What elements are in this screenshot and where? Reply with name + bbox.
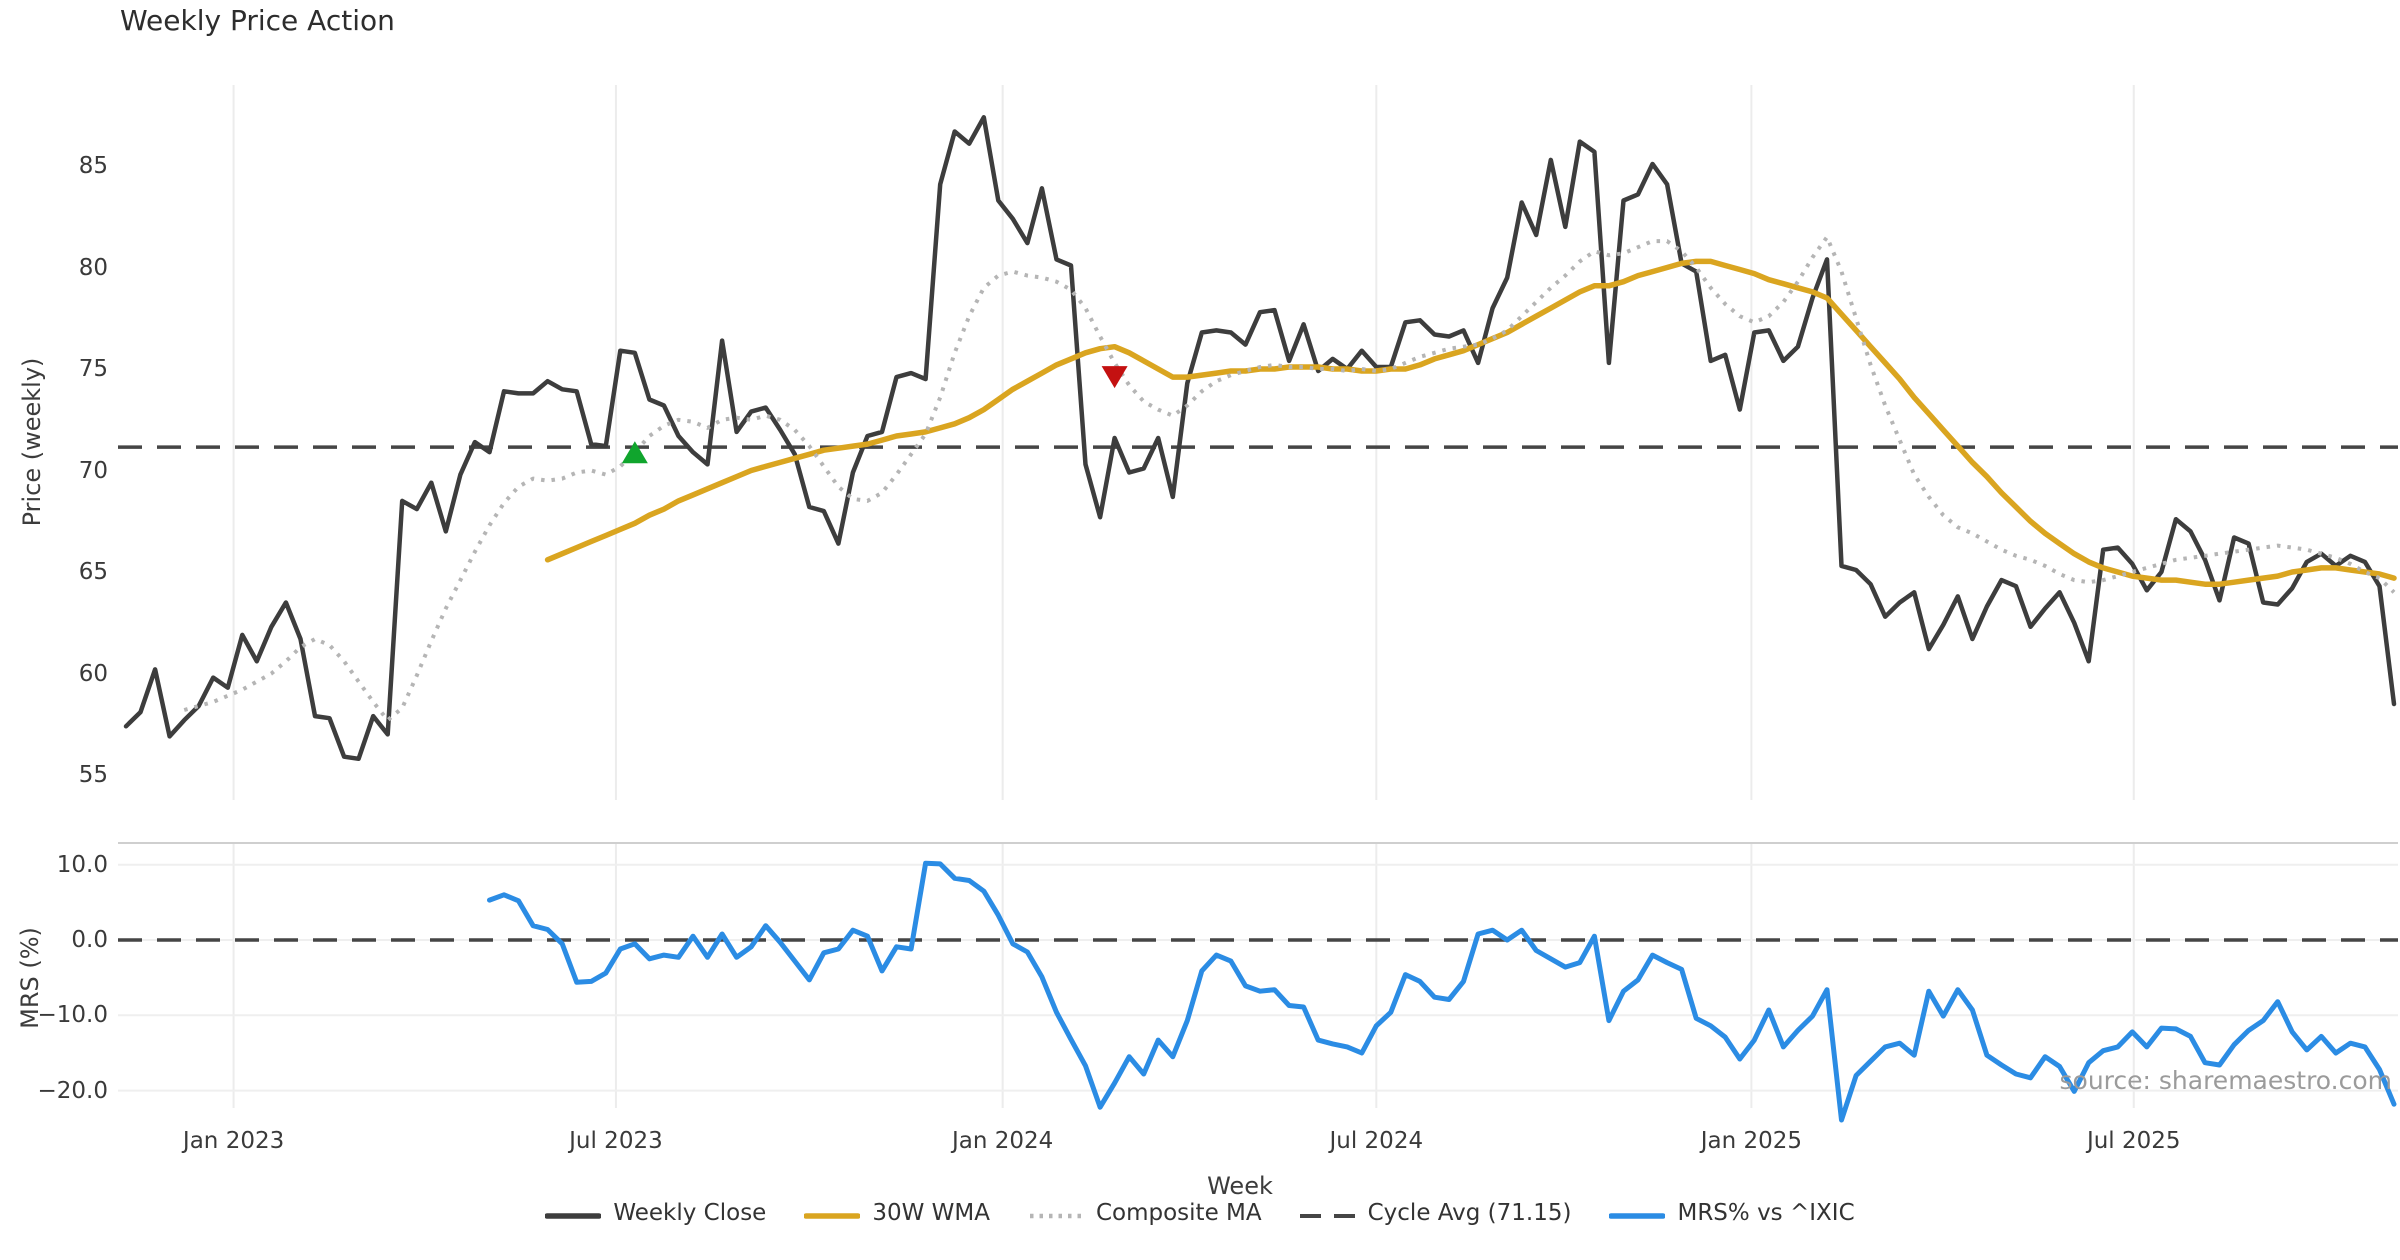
source-watermark: source: sharemaestro.com xyxy=(2059,1066,2393,1095)
legend-swatch-cycle-avg xyxy=(1299,1200,1356,1226)
x-tick-label: Jul 2025 xyxy=(2086,1128,2181,1154)
series-line-mrs-vs-ixic xyxy=(487,860,2397,1123)
mrs-y-tick-label: −10.0 xyxy=(37,1002,108,1029)
x-tick-label: Jul 2024 xyxy=(1329,1128,1424,1154)
legend-label: Cycle Avg (71.15) xyxy=(1367,1200,1572,1226)
legend: Weekly Close 30W WMA Composite MA Cycle … xyxy=(0,1200,2400,1226)
series-line-weekly-close xyxy=(123,115,2397,762)
legend-label: Composite MA xyxy=(1095,1200,1262,1226)
price-y-tick-label: 70 xyxy=(78,457,108,484)
x-tick-label: Jan 2024 xyxy=(952,1128,1054,1154)
price-y-tick-label: 80 xyxy=(78,254,108,281)
price-axis-label: Price (weekly) xyxy=(18,357,46,527)
price-y-tick-label: 75 xyxy=(78,356,108,382)
legend-item-mrs: MRS% vs ^IXIC xyxy=(1608,1200,1855,1226)
series-line-composite-ma xyxy=(183,235,2396,723)
price-y-tick-label: 60 xyxy=(78,660,108,687)
legend-swatch-30w-wma xyxy=(803,1200,862,1226)
legend-swatch-weekly-close xyxy=(544,1200,603,1226)
legend-swatch-mrs xyxy=(1608,1200,1667,1226)
price-y-tick-label: 65 xyxy=(78,559,108,585)
price-y-tick-label: 55 xyxy=(78,762,108,788)
legend-label: MRS% vs ^IXIC xyxy=(1677,1200,1855,1226)
legend-swatch-composite-ma xyxy=(1028,1200,1084,1226)
x-tick-label: Jul 2023 xyxy=(569,1128,663,1154)
mrs-y-tick-label: 10.0 xyxy=(56,851,108,878)
mrs-y-tick-label: −20.0 xyxy=(37,1077,108,1104)
legend-item-weekly-close: Weekly Close xyxy=(544,1200,767,1226)
x-tick-label: Jan 2025 xyxy=(1700,1128,1803,1154)
x-axis-title: Week xyxy=(1207,1172,1273,1200)
legend-label: 30W WMA xyxy=(872,1200,990,1226)
mrs-y-tick-label: 0.0 xyxy=(71,927,108,953)
legend-item-cycle-avg: Cycle Avg (71.15) xyxy=(1299,1200,1572,1226)
x-tick-label: Jan 2023 xyxy=(182,1128,285,1154)
legend-label: Weekly Close xyxy=(613,1200,767,1226)
price-y-tick-label: 85 xyxy=(78,153,108,179)
series-line-30w-wma xyxy=(544,258,2397,587)
sell-signal-marker-icon xyxy=(1101,366,1128,389)
buy-signal-marker-icon xyxy=(621,441,648,464)
legend-item-30w-wma: 30W WMA xyxy=(803,1200,990,1226)
chart-title: Weekly Price Action xyxy=(120,4,395,37)
legend-item-composite-ma: Composite MA xyxy=(1028,1200,1262,1226)
